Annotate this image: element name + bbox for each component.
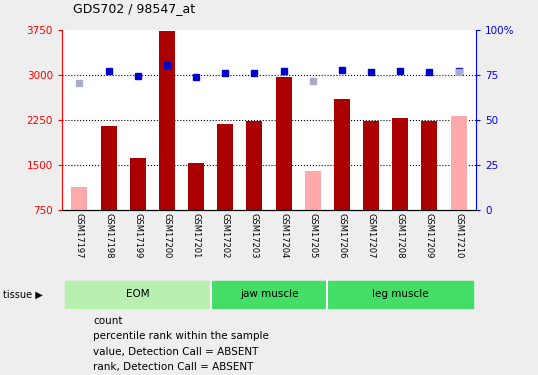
Text: GSM17203: GSM17203	[250, 213, 259, 259]
Text: GDS702 / 98547_at: GDS702 / 98547_at	[73, 2, 195, 15]
Bar	[130, 158, 146, 210]
Bar	[421, 121, 437, 210]
Text: GSM17198: GSM17198	[104, 213, 113, 259]
Bar	[101, 126, 117, 210]
Text: GSM17205: GSM17205	[308, 213, 317, 259]
FancyBboxPatch shape	[65, 281, 211, 308]
Bar	[451, 116, 466, 210]
Text: GSM17200: GSM17200	[162, 213, 172, 259]
Text: jaw muscle: jaw muscle	[240, 290, 298, 299]
Text: GSM17210: GSM17210	[454, 213, 463, 259]
Text: value, Detection Call = ABSENT: value, Detection Call = ABSENT	[93, 347, 258, 357]
Bar	[246, 121, 263, 210]
Text: percentile rank within the sample: percentile rank within the sample	[93, 331, 269, 341]
Bar	[363, 121, 379, 210]
Text: GSM17199: GSM17199	[133, 213, 142, 259]
Text: GSM17202: GSM17202	[221, 213, 230, 259]
Bar	[188, 163, 204, 210]
Text: GSM17207: GSM17207	[366, 213, 376, 259]
Text: GSM17208: GSM17208	[396, 213, 405, 259]
Text: leg muscle: leg muscle	[372, 290, 429, 299]
Text: GSM17201: GSM17201	[192, 213, 201, 259]
Bar	[217, 124, 233, 210]
Bar	[275, 77, 292, 210]
Bar	[334, 99, 350, 210]
Text: tissue ▶: tissue ▶	[3, 290, 43, 299]
FancyBboxPatch shape	[327, 281, 473, 308]
Text: GSM17204: GSM17204	[279, 213, 288, 259]
Text: EOM: EOM	[126, 290, 150, 299]
Text: rank, Detection Call = ABSENT: rank, Detection Call = ABSENT	[93, 362, 253, 372]
Text: GSM17206: GSM17206	[337, 213, 346, 259]
Bar	[305, 171, 321, 210]
Bar	[159, 31, 175, 210]
FancyBboxPatch shape	[211, 281, 327, 308]
Text: GSM17197: GSM17197	[75, 213, 84, 259]
Bar	[392, 118, 408, 210]
Text: count: count	[93, 316, 123, 326]
Bar	[72, 187, 87, 210]
Text: GSM17209: GSM17209	[425, 213, 434, 259]
